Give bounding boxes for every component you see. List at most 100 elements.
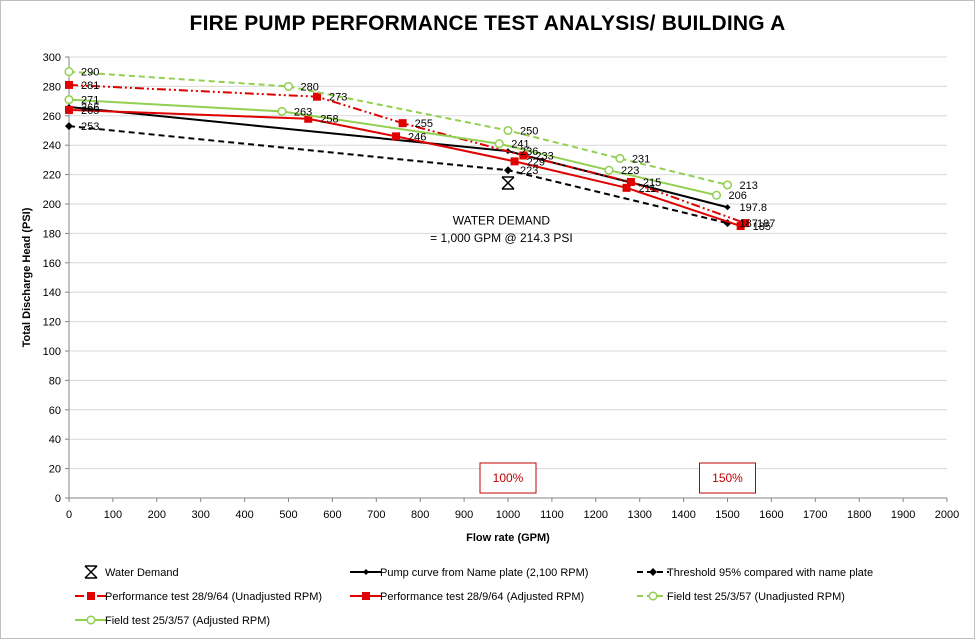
data-label: 253 [81,121,99,133]
y-tick-label: 80 [49,375,61,387]
legend-label: Water Demand [105,567,179,579]
x-tick-label: 1200 [584,509,608,521]
data-label: 206 [729,190,747,202]
y-tick-label: 60 [49,405,61,417]
percent-100-label: 100% [493,471,524,485]
y-tick-label: 220 [43,170,61,182]
data-point [604,165,614,175]
data-point [510,157,519,166]
percent-150-box [699,462,756,494]
legend-label: Field test 25/3/57 (Unadjusted RPM) [667,591,845,603]
series-2 [65,122,732,228]
tick-labels: 0 20 40 60 80 100 120 140 160 180 200 220 240 260 280 3… [43,52,960,521]
data-label: 273 [329,92,347,104]
data-point [398,119,407,128]
legend-marker [86,615,96,625]
data-label: 250 [520,126,538,138]
legend-item: Pump curve from Name plate (2,100 RPM) [350,567,588,579]
y-tick-label: 160 [43,258,61,270]
x-tick-label: 1000 [496,509,520,521]
series-6 [64,95,722,200]
percent-boxes: 100% 150% [479,462,756,494]
x-tick-label: 200 [148,509,166,521]
series-4 [65,105,745,231]
data-label: 215 [643,177,661,189]
series-1 [66,103,731,211]
data-point [65,122,73,131]
series-5 [64,67,733,190]
data-label: 187 [740,218,758,230]
data-label: 223 [520,165,538,177]
data-point [711,190,722,200]
data-label: 271 [81,95,99,107]
x-tick-label: 2000 [935,509,959,521]
data-label: 255 [415,118,433,130]
x-tick-label: 300 [192,509,210,521]
x-tick-label: 1300 [627,509,651,521]
data-label: 290 [81,67,99,79]
y-tick-label: 140 [43,287,61,299]
data-point [65,80,73,89]
data-label: 258 [320,114,338,126]
data-point [722,180,733,190]
legend-marker [648,591,658,601]
data-point [615,153,625,163]
y-tick-label: 200 [43,199,61,211]
water-demand-value-annotation: = 1,000 GPM @ 214.3 PSI [430,231,573,245]
x-tick-label: 1600 [759,509,783,521]
y-tick-label: 120 [43,317,61,329]
legend-marker [363,569,369,575]
x-tick-label: 1500 [715,509,739,521]
legend-item: Field test 25/3/57 (Unadjusted RPM) [637,591,845,603]
y-tick-label: 40 [49,434,61,446]
data-label: 280 [301,81,319,93]
data-point [283,81,294,91]
chart-title: FIRE PUMP PERFORMANCE TEST ANALYSIS/ BUI… [189,12,786,35]
x-tick-label: 800 [411,509,429,521]
data-label: 233 [535,150,553,162]
x-tick-label: 1400 [671,509,695,521]
data-point [724,204,731,211]
data-point [503,125,513,136]
y-tick-label: 260 [43,111,61,123]
x-tick-label: 600 [323,509,341,521]
percent-150-label: 150% [712,471,743,485]
legend-item: Field test 25/3/57 (Adjusted RPM) [75,615,270,627]
gridlines [69,56,947,499]
legend-item: Threshold 95% compared with name plate [637,567,873,579]
data-point [622,183,631,192]
legend-marker [87,592,95,600]
legend-item: Water Demand [84,565,179,579]
data-point [736,222,745,231]
series-line [68,108,741,227]
legend-label: Pump curve from Name plate (2,100 RPM) [380,567,588,579]
data-label: 265 [81,105,99,117]
y-tick-label: 20 [49,464,61,476]
data-point [504,166,512,175]
data-point [64,67,74,77]
data-point [277,106,287,116]
data-label: 281 [81,80,99,92]
data-point [501,176,515,190]
data-point [392,132,401,141]
data-point [626,177,635,186]
data-label: 241 [511,139,529,151]
data-labels: 266 236 197.8 253 223 187 281 273 255 233 215 187 26… [81,67,775,233]
data-point [65,105,73,114]
x-tick-label: 1900 [891,509,915,521]
legend-marker [362,592,370,600]
y-tick-label: 0 [55,493,61,505]
x-tick-label: 0 [66,509,72,521]
legend-marker [84,565,98,579]
axes [65,56,948,502]
data-label: 263 [294,106,312,118]
data-label: 231 [632,153,650,165]
data-label: 185 [753,221,771,233]
data-label: 229 [527,156,545,168]
x-tick-label: 1800 [847,509,871,521]
legend-label: Field test 25/3/57 (Adjusted RPM) [105,615,270,627]
legend-label: Threshold 95% compared with name plate [667,567,873,579]
legend-item: Performance test 28/9/64 (Unadjusted RPM… [75,591,322,603]
y-tick-label: 280 [43,81,61,93]
legend: Water Demand Pump curve from Name plate (… [75,565,873,627]
